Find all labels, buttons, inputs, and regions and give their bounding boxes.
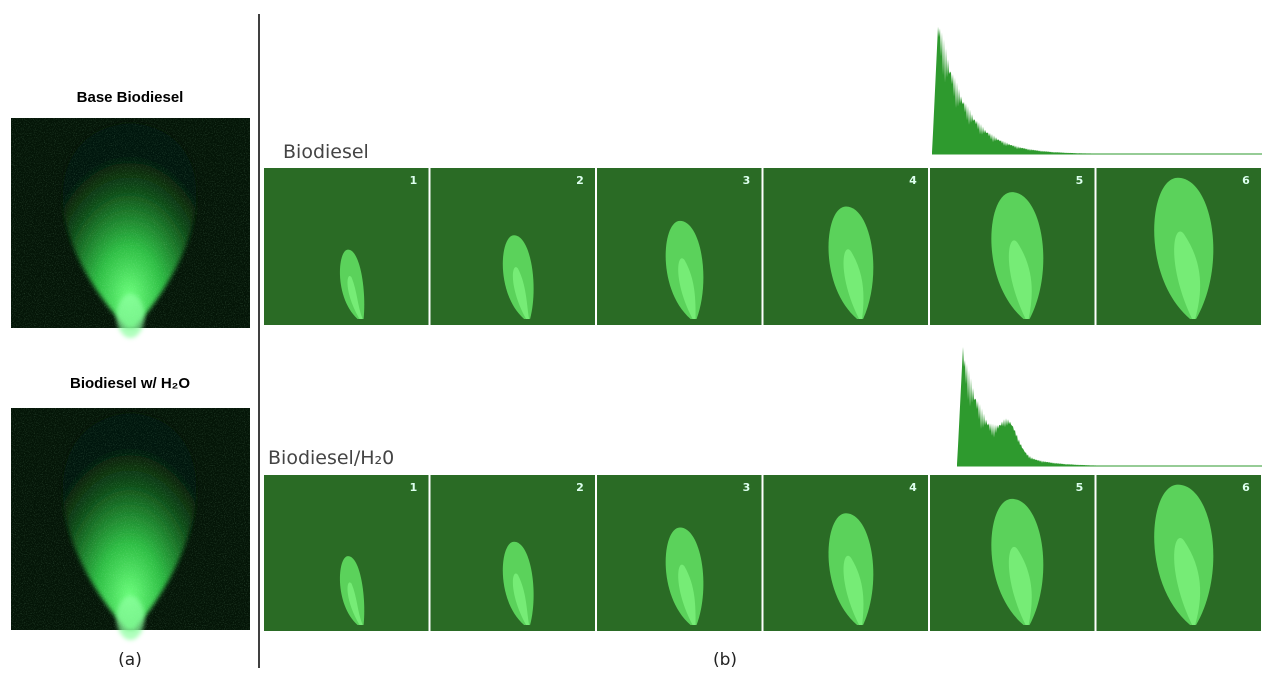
histogram: [957, 347, 1262, 466]
frame-number: 5: [1076, 174, 1084, 187]
nozzle-glow: [117, 294, 145, 338]
caption: (a): [118, 650, 142, 670]
figure: Base Biodiesel Biodiesel w/ H₂O (a) Biod…: [0, 0, 1263, 673]
frame-number: 5: [1076, 481, 1084, 494]
frame-number: 4: [909, 481, 917, 494]
panel-b-images: 1 2 3 4 5 6 1 2 3 4 5 6: [11, 27, 1262, 640]
frame-number: 6: [1242, 174, 1250, 187]
nozzle-glow: [117, 596, 145, 640]
frame-number: 4: [909, 174, 917, 187]
frame-number: 2: [576, 174, 584, 187]
row-label: Biodiesel/H₂0: [268, 447, 394, 469]
row-label: Biodiesel: [283, 141, 369, 163]
frame-number: 1: [410, 481, 418, 494]
frame-number: 6: [1242, 481, 1250, 494]
frame-number: 1: [410, 174, 418, 187]
photo-label: Biodiesel w/ H₂O: [70, 375, 190, 392]
frame-number: 3: [743, 174, 751, 187]
photo-label: Base Biodiesel: [77, 89, 184, 106]
histogram: [932, 27, 1262, 154]
frame-number: 2: [576, 481, 584, 494]
caption: (b): [713, 650, 737, 670]
frame-number: 3: [743, 481, 751, 494]
